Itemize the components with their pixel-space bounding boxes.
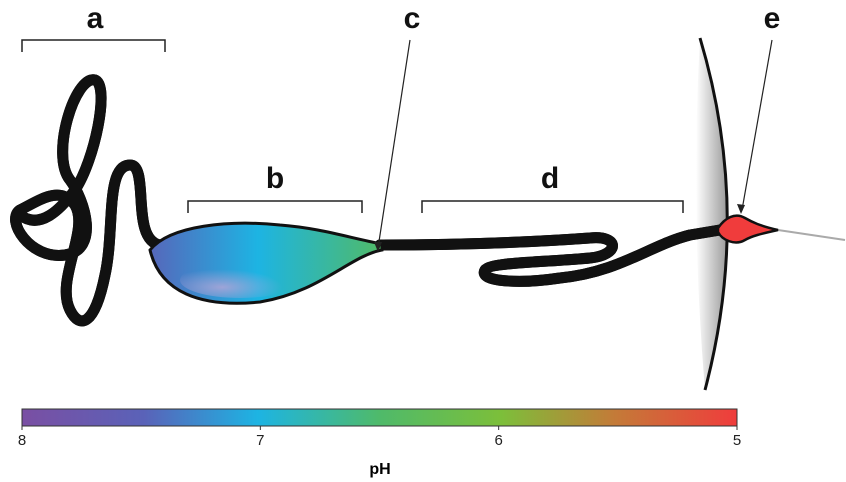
label: c (404, 2, 421, 35)
tick-label: 7 (256, 432, 264, 449)
bracket (421, 200, 684, 213)
arrowhead (737, 204, 745, 214)
tube (16, 80, 726, 321)
label: d (541, 162, 559, 195)
arrowhead (374, 242, 382, 252)
bracket (187, 200, 363, 213)
tip (716, 214, 779, 244)
bracket (21, 39, 166, 52)
tick-label: 6 (494, 432, 502, 449)
arrow (741, 39, 773, 211)
cell (696, 38, 728, 390)
colorbar (21, 408, 738, 427)
label: b (266, 162, 284, 195)
colorbar-label: pH (369, 461, 390, 478)
tick-label: 5 (733, 432, 741, 449)
arrow (377, 39, 411, 249)
label: a (87, 2, 104, 35)
filament (777, 229, 846, 241)
tick-label: 8 (18, 432, 26, 449)
label: e (764, 2, 781, 35)
bulb-highlight (180, 262, 300, 298)
colorbar-ticks: 8 7 6 5 (18, 426, 741, 449)
membrane (698, 37, 729, 391)
